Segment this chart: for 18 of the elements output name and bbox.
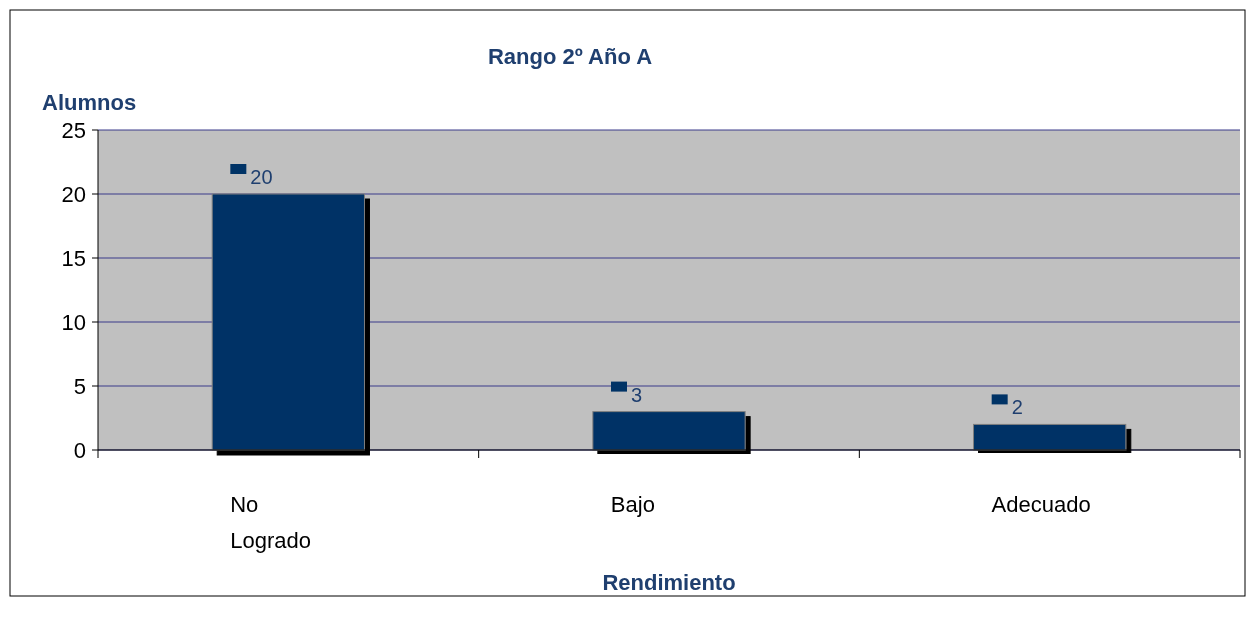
y-tick-label: 15	[61, 245, 86, 271]
data-label: 20	[250, 166, 273, 188]
chart-title: Rango 2º Año A	[487, 44, 653, 69]
y-axis-title: Alumnos	[42, 90, 137, 115]
bar	[973, 423, 1127, 451]
data-label: 3	[631, 383, 643, 406]
bar	[592, 411, 746, 451]
x-tick-label: Adecuado	[991, 492, 1091, 517]
y-tick-label: 0	[73, 437, 86, 463]
data-label: 2	[1011, 396, 1023, 419]
x-axis-title: Rendimiento	[602, 570, 736, 595]
x-tick-label: Bajo	[610, 492, 655, 517]
bar	[211, 193, 365, 451]
y-tick-label: 10	[61, 309, 86, 335]
y-tick-label: 5	[73, 373, 86, 399]
y-tick-label: 25	[61, 117, 86, 143]
y-tick-label: 20	[61, 181, 86, 207]
x-tick-label: No Logrado	[230, 492, 311, 553]
